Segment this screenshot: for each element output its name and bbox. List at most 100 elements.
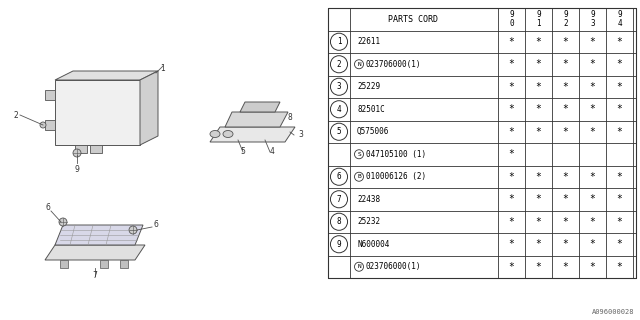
Text: S: S: [357, 152, 361, 157]
Text: *: *: [509, 262, 515, 272]
Text: 9
2: 9 2: [563, 10, 568, 28]
Text: *: *: [563, 82, 568, 92]
Text: *: *: [563, 217, 568, 227]
Text: *: *: [563, 262, 568, 272]
Polygon shape: [45, 120, 55, 130]
Polygon shape: [45, 90, 55, 100]
Text: *: *: [616, 127, 623, 137]
Text: *: *: [563, 104, 568, 114]
Text: 3: 3: [337, 82, 341, 91]
Text: *: *: [536, 104, 541, 114]
Circle shape: [73, 149, 81, 157]
Text: *: *: [536, 59, 541, 69]
Text: 2: 2: [337, 60, 341, 69]
Text: *: *: [509, 239, 515, 249]
Text: 22438: 22438: [357, 195, 380, 204]
Text: B: B: [357, 174, 361, 179]
Text: 9: 9: [75, 165, 79, 174]
Polygon shape: [120, 260, 128, 268]
Text: *: *: [616, 82, 623, 92]
Polygon shape: [45, 245, 145, 260]
Polygon shape: [100, 260, 108, 268]
Text: 3: 3: [298, 130, 303, 139]
Text: *: *: [536, 172, 541, 182]
Text: *: *: [509, 59, 515, 69]
Text: *: *: [589, 262, 595, 272]
Text: *: *: [563, 127, 568, 137]
Text: *: *: [536, 194, 541, 204]
Polygon shape: [140, 71, 158, 145]
Text: *: *: [589, 104, 595, 114]
Text: *: *: [616, 239, 623, 249]
Text: *: *: [563, 59, 568, 69]
Circle shape: [129, 226, 137, 234]
Ellipse shape: [210, 131, 220, 138]
Text: *: *: [509, 127, 515, 137]
Text: 9
3: 9 3: [590, 10, 595, 28]
Text: *: *: [616, 217, 623, 227]
Text: *: *: [536, 127, 541, 137]
Text: 4: 4: [337, 105, 341, 114]
Text: 023706000(1): 023706000(1): [366, 60, 422, 69]
Text: 4: 4: [270, 147, 275, 156]
Polygon shape: [90, 145, 102, 153]
Text: *: *: [589, 127, 595, 137]
Text: *: *: [536, 217, 541, 227]
Polygon shape: [55, 71, 158, 80]
Text: *: *: [589, 82, 595, 92]
Polygon shape: [240, 102, 280, 112]
Text: *: *: [616, 194, 623, 204]
Text: *: *: [589, 217, 595, 227]
Text: 8: 8: [337, 217, 341, 226]
Text: *: *: [589, 239, 595, 249]
Text: 6: 6: [337, 172, 341, 181]
Text: *: *: [589, 172, 595, 182]
Text: *: *: [616, 172, 623, 182]
Text: 2: 2: [13, 110, 18, 119]
Circle shape: [59, 218, 67, 226]
Text: Q575006: Q575006: [357, 127, 389, 136]
Text: *: *: [536, 262, 541, 272]
Text: N: N: [357, 62, 361, 67]
Text: N: N: [357, 264, 361, 269]
Text: *: *: [563, 194, 568, 204]
Text: *: *: [589, 194, 595, 204]
Text: 9
4: 9 4: [617, 10, 622, 28]
Text: *: *: [616, 59, 623, 69]
Text: *: *: [563, 239, 568, 249]
Text: 010006126 (2): 010006126 (2): [366, 172, 426, 181]
Circle shape: [40, 122, 46, 128]
Text: *: *: [563, 37, 568, 47]
Text: *: *: [509, 104, 515, 114]
Polygon shape: [55, 80, 140, 145]
Text: 9
1: 9 1: [536, 10, 541, 28]
Text: 047105100 (1): 047105100 (1): [366, 150, 426, 159]
Text: 25229: 25229: [357, 82, 380, 91]
Text: *: *: [536, 239, 541, 249]
Text: 22611: 22611: [357, 37, 380, 46]
Polygon shape: [225, 112, 288, 127]
Text: 7: 7: [337, 195, 341, 204]
Text: 023706000(1): 023706000(1): [366, 262, 422, 271]
Text: 1: 1: [337, 37, 341, 46]
Text: *: *: [509, 172, 515, 182]
Polygon shape: [210, 127, 295, 142]
Text: 6: 6: [153, 220, 158, 229]
Text: 25232: 25232: [357, 217, 380, 226]
Text: *: *: [536, 82, 541, 92]
Text: 5: 5: [337, 127, 341, 136]
Text: A096000028: A096000028: [591, 309, 634, 315]
Text: *: *: [509, 217, 515, 227]
Text: *: *: [563, 172, 568, 182]
Text: N600004: N600004: [357, 240, 389, 249]
Text: *: *: [509, 82, 515, 92]
Bar: [328, 8, 636, 278]
Text: 8: 8: [288, 113, 292, 122]
Text: 1: 1: [160, 64, 164, 73]
Text: 82501C: 82501C: [357, 105, 385, 114]
Text: 6: 6: [45, 203, 50, 212]
Text: PARTS CORD: PARTS CORD: [388, 15, 438, 24]
Text: *: *: [589, 59, 595, 69]
Text: *: *: [509, 194, 515, 204]
Text: 5: 5: [240, 147, 245, 156]
